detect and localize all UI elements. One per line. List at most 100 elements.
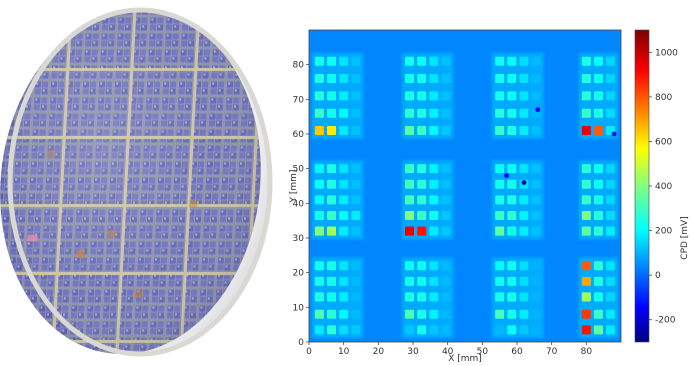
heatmap-cell	[581, 261, 591, 271]
heatmap-cell	[606, 325, 616, 335]
heatmap-cell	[531, 195, 541, 205]
heatmap-cell	[405, 195, 415, 205]
heatmap-svg: 0 10 20 30 40 50 60 70 80 0 10 20 30 40 50 60 70 80 X [m…	[289, 29, 690, 364]
heatmap-cell	[519, 108, 529, 118]
heatmap-cell	[314, 226, 324, 236]
heatmap-cell	[441, 164, 451, 174]
heatmap-cell	[351, 56, 361, 66]
heatmap-cell	[606, 261, 616, 271]
heatmap-cell	[531, 276, 541, 286]
heatmap-cell	[531, 91, 541, 101]
heatmap-cell	[405, 91, 415, 101]
heatmap-cell	[351, 210, 361, 220]
heatmap-cell	[581, 74, 591, 84]
heatmap-cell	[606, 179, 616, 189]
low-cpd-spot	[504, 173, 509, 179]
heatmap-cell	[581, 108, 591, 118]
heatmap-cell	[593, 261, 603, 271]
heatmap-cell	[531, 126, 541, 136]
heatmap-cell	[593, 309, 603, 319]
y-axis: 0 10 20 30 40 50 60 70 80	[293, 61, 309, 348]
heatmap-cell	[429, 261, 439, 271]
x-tick-label: 80	[581, 347, 593, 357]
heatmap-cell	[606, 292, 616, 302]
heatmap-cell	[531, 226, 541, 236]
heatmap-cell	[441, 126, 451, 136]
heatmap-cell	[417, 126, 427, 136]
heatmap-cell	[327, 276, 337, 286]
heatmap-cell	[429, 74, 439, 84]
heatmap-cell	[581, 91, 591, 101]
heatmap-cell	[405, 108, 415, 118]
heatmap-cell	[507, 309, 517, 319]
heatmap-cell	[327, 226, 337, 236]
wafer-image	[0, 7, 273, 357]
heatmap-cell	[314, 56, 324, 66]
heatmap-cell	[531, 164, 541, 174]
heatmap-cell	[339, 292, 349, 302]
colorbar-tick-label: -200	[655, 316, 676, 326]
heatmap-cell	[314, 261, 324, 271]
heatmap-cell	[351, 226, 361, 236]
heatmap-cell	[417, 261, 427, 271]
heatmap-cell	[507, 226, 517, 236]
heatmap-cell	[351, 126, 361, 136]
heatmap-cell	[581, 210, 591, 220]
heatmap-cell	[531, 325, 541, 335]
heatmap-cell	[519, 226, 529, 236]
heatmap-cell	[581, 226, 591, 236]
heatmap-cell	[441, 261, 451, 271]
heatmap-cell	[327, 179, 337, 189]
heatmap-cell	[531, 210, 541, 220]
heatmap-cell	[314, 108, 324, 118]
heatmap-cell	[405, 56, 415, 66]
heatmap-cell	[314, 164, 324, 174]
heatmap-cell	[495, 179, 505, 189]
heatmap-cell	[429, 126, 439, 136]
heatmap-cell	[351, 195, 361, 205]
heatmap-cell	[507, 210, 517, 220]
heatmap-cell	[519, 126, 529, 136]
heatmap-cell	[339, 276, 349, 286]
heatmap-cell	[581, 179, 591, 189]
heatmap-cell	[429, 309, 439, 319]
heatmap-cell	[429, 210, 439, 220]
heatmap-cell	[519, 325, 529, 335]
heatmap-cell	[507, 126, 517, 136]
heatmap-cell	[417, 179, 427, 189]
heatmap-cell	[417, 56, 427, 66]
heatmap-cell	[351, 74, 361, 84]
colorbar: -200 0 200 400 600 800 1000 CPD [mV]	[634, 29, 690, 343]
x-tick-label: 50	[477, 347, 489, 357]
heatmap-cell	[531, 292, 541, 302]
heatmap-cell	[606, 91, 616, 101]
y-tick-label: 50	[293, 165, 305, 175]
heatmap-cell	[606, 210, 616, 220]
x-tick-label: 20	[373, 347, 385, 357]
heatmap-cell	[593, 126, 603, 136]
heatmap-cell	[606, 108, 616, 118]
heatmap-cell	[441, 91, 451, 101]
heatmap-cell	[405, 164, 415, 174]
heatmap-cell	[606, 164, 616, 174]
heatmap-cell	[593, 164, 603, 174]
heatmap-cell	[495, 226, 505, 236]
heatmap-cell	[314, 276, 324, 286]
heatmap-cell	[519, 309, 529, 319]
x-tick-label: 30	[407, 347, 419, 357]
heatmap-cell	[429, 292, 439, 302]
heatmap-cell	[531, 179, 541, 189]
heatmap-cell	[593, 91, 603, 101]
x-tick-label: 70	[546, 347, 558, 357]
heatmap-cell	[531, 309, 541, 319]
heatmap-cell	[351, 108, 361, 118]
x-axis-label: X [mm]	[448, 354, 482, 362]
heatmap-cell	[581, 126, 591, 136]
heatmap-cell	[495, 56, 505, 66]
heatmap-cell	[581, 195, 591, 205]
heatmap-cell	[441, 226, 451, 236]
heatmap-cell	[581, 309, 591, 319]
heatmap-cell	[581, 325, 591, 335]
heatmap-cell	[606, 195, 616, 205]
y-tick-label: 10	[293, 303, 305, 313]
